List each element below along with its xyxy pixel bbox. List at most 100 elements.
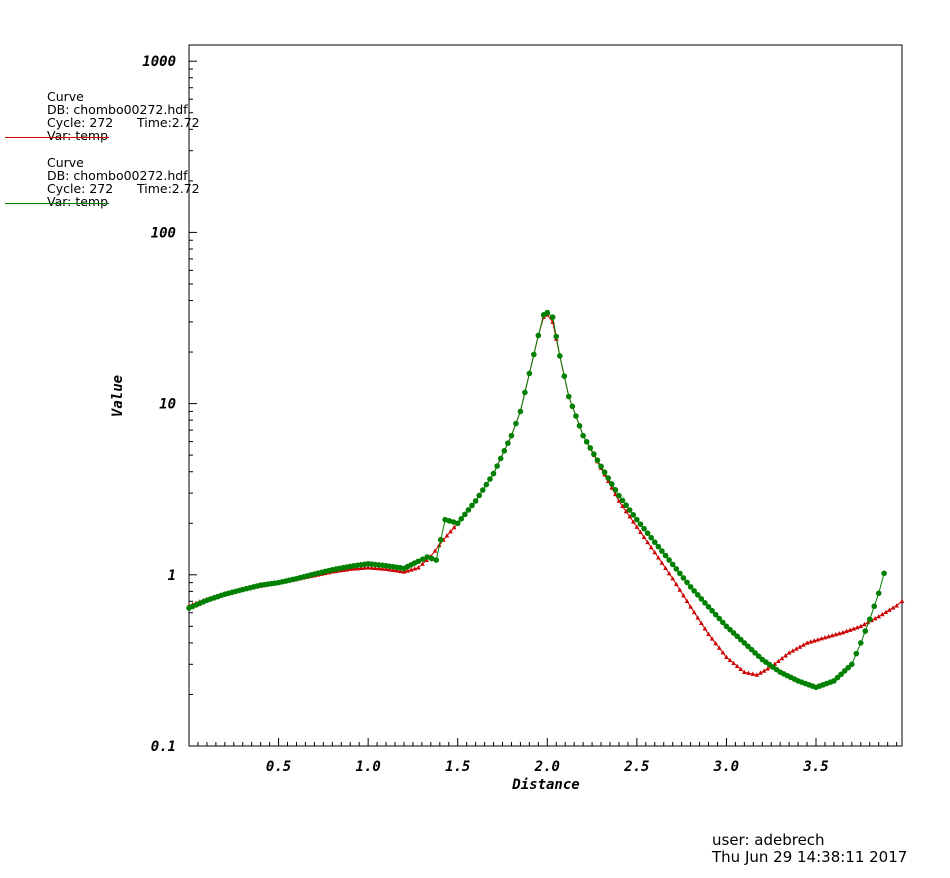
plot-frame [188, 44, 903, 747]
data-point [727, 657, 733, 663]
legend-label: Curve [47, 89, 84, 104]
data-point [734, 633, 740, 640]
legend-var: Var: temp [47, 194, 109, 209]
data-point [786, 650, 792, 655]
data-point [854, 625, 860, 630]
x-tick-label: 2.5 [623, 759, 649, 775]
data-point [362, 565, 367, 570]
data-point [616, 492, 622, 499]
data-point [826, 634, 831, 639]
data-point [834, 674, 841, 681]
data-point [405, 568, 410, 573]
data-point [731, 660, 736, 665]
data-point [677, 570, 683, 577]
data-point [605, 475, 612, 481]
data-point [490, 470, 497, 477]
data-point [844, 628, 849, 634]
data-point [398, 568, 403, 574]
data-point [862, 621, 867, 627]
data-point [727, 626, 733, 633]
data-point [419, 556, 426, 562]
data-point [738, 666, 744, 671]
data-point [416, 565, 421, 570]
data-point [365, 565, 371, 570]
data-point [838, 671, 844, 678]
data-point [680, 575, 687, 581]
data-point [659, 560, 665, 565]
data-point [699, 620, 704, 626]
data-point [752, 650, 758, 656]
legend-db: DB: chombo00272.hdf [47, 168, 188, 183]
legend-time: Time:2.72 [137, 181, 200, 196]
data-point [783, 653, 788, 658]
data-point [755, 653, 762, 660]
series-line [188, 314, 903, 676]
data-point [669, 561, 676, 568]
x-axis-label: Distance [511, 777, 579, 793]
data-point [761, 668, 767, 673]
data-point [723, 623, 730, 630]
data-point [695, 615, 701, 620]
data-point [742, 669, 747, 674]
data-point [634, 524, 640, 529]
data-point [517, 408, 524, 415]
data-point [544, 309, 551, 316]
data-point [758, 670, 763, 675]
data-point [576, 423, 583, 429]
data-point [448, 529, 453, 534]
data-point [663, 565, 668, 570]
data-point [535, 332, 542, 339]
data-point [836, 631, 842, 636]
data-point [865, 619, 871, 625]
data-point [730, 630, 737, 636]
data-point [746, 670, 751, 675]
data-point [655, 543, 662, 550]
data-point [644, 530, 651, 536]
data-point [522, 389, 528, 396]
data-point [849, 661, 855, 668]
data-point [666, 570, 672, 576]
data-point [458, 516, 465, 522]
data-point [494, 463, 500, 469]
data-point [808, 639, 813, 644]
data-point [881, 570, 887, 577]
data-point [638, 529, 643, 534]
data-point [702, 626, 708, 631]
data-point [748, 646, 755, 653]
series-line [188, 311, 885, 688]
data-point [383, 566, 389, 571]
data-point [513, 420, 519, 427]
data-point [424, 557, 429, 563]
data-point [412, 566, 418, 571]
legend-var: Var: temp [47, 128, 109, 143]
y-tick-label: 1 [168, 568, 176, 584]
data-point [472, 498, 479, 504]
data-point [433, 557, 440, 563]
data-point [483, 481, 490, 488]
data-point [623, 508, 629, 514]
x-tick-label: 1.5 [445, 759, 470, 775]
data-point [591, 451, 597, 457]
data-point [641, 525, 647, 532]
data-point [765, 666, 770, 671]
data-point [841, 668, 848, 674]
data-point [437, 537, 444, 543]
data-point [623, 502, 629, 509]
data-point [432, 548, 438, 553]
x-tick-label: 2.0 [534, 759, 560, 775]
axis-ticks [189, 60, 898, 747]
data-point [420, 561, 425, 566]
data-point [627, 514, 632, 519]
data-point [858, 623, 864, 629]
data-point [648, 534, 654, 541]
data-point [822, 635, 828, 640]
x-tick-label: 1.0 [355, 759, 380, 775]
data-point [662, 552, 669, 559]
data-point [444, 533, 450, 538]
data-point [804, 640, 810, 645]
data-point [469, 502, 475, 509]
data-point [565, 393, 572, 400]
data-point [670, 576, 675, 581]
data-point [651, 539, 658, 546]
data-point [369, 565, 375, 570]
